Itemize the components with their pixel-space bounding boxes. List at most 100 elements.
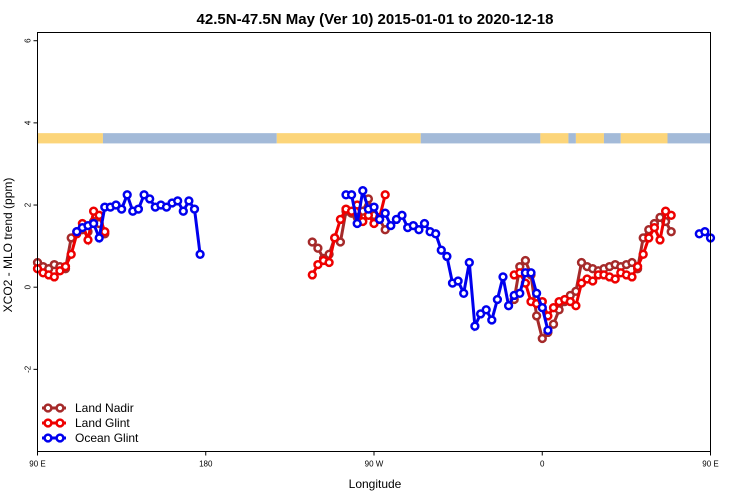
data-point-land-glint — [666, 210, 676, 220]
data-point-land-nadir — [307, 237, 317, 247]
data-point-ocean-glint — [459, 288, 469, 298]
data-point-land-nadir — [666, 227, 676, 237]
band-land-segment — [575, 133, 604, 144]
data-point-ocean-glint — [431, 229, 441, 239]
data-point-ocean-glint — [414, 225, 424, 235]
data-point-land-glint — [632, 261, 643, 272]
data-point-land-nadir — [537, 333, 547, 344]
data-point-ocean-glint — [116, 204, 127, 214]
data-point-land-glint — [548, 303, 559, 313]
data-point-ocean-glint — [133, 204, 144, 214]
legend-item-land-nadir: Land Nadir — [42, 401, 134, 415]
data-point-ocean-glint — [537, 303, 547, 313]
band-land-segment — [276, 133, 421, 144]
data-point-land-glint — [330, 233, 340, 243]
band-ocean-segment — [568, 133, 576, 144]
legend-marker — [43, 433, 53, 443]
data-point-land-nadir — [313, 243, 323, 253]
series-layer — [32, 186, 716, 344]
data-point-ocean-glint — [352, 218, 362, 229]
data-point-ocean-glint — [492, 294, 503, 305]
data-point-ocean-glint — [358, 186, 368, 196]
x-tick-label: 0 — [540, 460, 545, 469]
data-point-ocean-glint — [543, 325, 553, 335]
data-point-land-glint — [380, 190, 390, 200]
y-tick-label: 0 — [24, 284, 33, 289]
x-tick-label: 90 E — [29, 460, 45, 469]
band-land-segment — [540, 133, 569, 144]
data-point-land-glint — [627, 272, 637, 282]
data-point-ocean-glint — [184, 196, 194, 206]
data-point-land-glint — [571, 301, 581, 311]
data-point-ocean-glint — [346, 190, 357, 200]
data-point-land-nadir — [531, 311, 542, 321]
data-point-ocean-glint — [380, 208, 390, 218]
data-point-ocean-glint — [374, 214, 385, 225]
y-axis-label: XCO2 - MLO trend (ppm) — [1, 178, 15, 313]
data-point-ocean-glint — [464, 257, 474, 268]
data-point-land-glint — [588, 276, 598, 286]
x-tick-label: 180 — [199, 460, 213, 469]
legend-marker — [55, 433, 65, 443]
data-point-ocean-glint — [700, 227, 710, 237]
data-point-ocean-glint — [94, 233, 104, 243]
band-ocean-segment — [667, 133, 711, 144]
legend-item-land-glint: Land Glint — [42, 416, 130, 430]
data-point-ocean-glint — [481, 305, 491, 315]
data-point-ocean-glint — [173, 196, 183, 206]
data-point-land-nadir — [548, 319, 559, 329]
data-point-land-nadir — [520, 255, 531, 266]
data-point-land-glint — [610, 274, 620, 284]
legend-label: Land Glint — [75, 416, 130, 430]
y-tick-label: -2 — [24, 365, 33, 373]
data-point-land-glint — [66, 249, 76, 259]
data-point-land-glint — [83, 235, 93, 245]
data-point-ocean-glint — [487, 315, 497, 325]
legend-marker — [55, 403, 65, 413]
data-point-ocean-glint — [419, 218, 430, 229]
legend-marker — [43, 403, 53, 413]
data-point-ocean-glint — [470, 321, 480, 331]
data-point-ocean-glint — [526, 268, 536, 278]
data-point-land-glint — [649, 222, 660, 233]
series-ocean-glint — [72, 186, 716, 335]
data-point-ocean-glint — [386, 220, 396, 231]
legend-label: Land Nadir — [75, 401, 134, 415]
data-point-land-glint — [100, 227, 110, 237]
data-point-ocean-glint — [503, 301, 514, 311]
data-point-land-glint — [655, 235, 665, 245]
band-land-segment — [620, 133, 668, 144]
data-point-ocean-glint — [498, 272, 508, 282]
data-point-land-glint — [638, 249, 648, 259]
data-point-land-nadir — [335, 237, 346, 247]
series-land-nadir — [32, 194, 676, 344]
y-tick-label: 2 — [24, 202, 33, 207]
band-ocean-segment — [102, 133, 277, 144]
data-point-land-glint — [335, 214, 346, 225]
data-point-ocean-glint — [195, 249, 205, 259]
data-point-ocean-glint — [189, 204, 200, 214]
legend-marker — [55, 418, 65, 428]
plot-frame — [37, 32, 711, 452]
data-point-ocean-glint — [531, 288, 542, 298]
legend-marker — [43, 418, 53, 428]
data-point-ocean-glint — [122, 190, 132, 200]
data-point-ocean-glint — [442, 251, 452, 262]
data-point-ocean-glint — [178, 206, 188, 216]
data-point-land-glint — [324, 257, 334, 268]
data-point-land-glint — [49, 272, 59, 282]
y-tick-label: 6 — [24, 38, 33, 43]
data-point-ocean-glint — [369, 202, 379, 212]
data-point-land-glint — [60, 261, 71, 272]
y-tick-label: 4 — [24, 120, 33, 125]
data-point-land-glint — [644, 233, 654, 243]
band-ocean-segment — [420, 133, 541, 144]
chart-title: 42.5N-47.5N May (Ver 10) 2015-01-01 to 2… — [197, 11, 554, 28]
data-point-ocean-glint — [515, 288, 525, 298]
data-point-land-glint — [307, 270, 317, 280]
data-point-ocean-glint — [145, 194, 155, 204]
data-point-ocean-glint — [397, 210, 407, 220]
